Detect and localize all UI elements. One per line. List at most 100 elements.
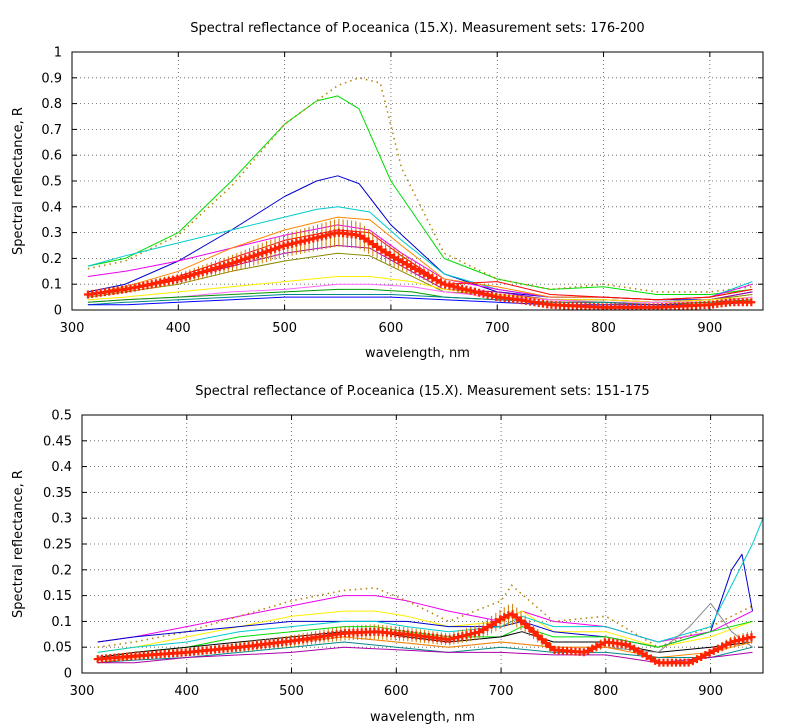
mean-point-marker <box>377 245 386 254</box>
series-line-dotted <box>87 76 753 293</box>
x-tick-label: 300 <box>70 684 95 699</box>
y-tick-label: 0.5 <box>41 175 62 190</box>
mean-point-marker <box>592 642 601 651</box>
mean-point-marker <box>279 241 288 250</box>
data-area <box>93 518 763 667</box>
mean-point-marker <box>275 243 284 252</box>
x-tick-label: 300 <box>60 321 85 336</box>
mean-point-marker <box>207 265 216 274</box>
mean-point-marker <box>718 642 727 651</box>
mean-point-marker <box>271 244 280 253</box>
chart-title: Spectral reflectance of P.oceanica (15.X… <box>190 21 644 36</box>
y-tick-label: 0.3 <box>41 226 62 241</box>
mean-point-marker <box>181 272 190 281</box>
mean-point-marker <box>360 234 369 243</box>
mean-point-marker <box>194 269 203 278</box>
mean-point-marker <box>684 658 693 667</box>
mean-point-marker <box>186 271 195 280</box>
mean-point-marker <box>424 271 433 280</box>
y-tick-label: 0.6 <box>41 149 62 164</box>
mean-point-marker <box>588 644 597 653</box>
mean-point-marker <box>483 623 492 632</box>
x-tick-label: 500 <box>272 321 297 336</box>
x-tick-label: 400 <box>174 684 199 699</box>
mean-point-marker <box>726 638 735 647</box>
mean-point-marker <box>638 649 647 658</box>
mean-point-marker <box>394 255 403 264</box>
mean-point-marker <box>432 276 441 285</box>
mean-point-marker <box>500 613 509 622</box>
y-tick-label: 0.15 <box>43 589 72 604</box>
mean-point-marker <box>521 620 530 629</box>
x-tick-label: 800 <box>593 684 618 699</box>
mean-point-marker <box>237 256 246 265</box>
mean-point-marker <box>402 260 411 269</box>
mean-point-marker <box>579 648 588 657</box>
y-tick-label: 0.2 <box>51 563 72 578</box>
mean-point-marker <box>701 650 710 659</box>
mean-point-marker <box>630 644 639 653</box>
series-line <box>97 646 753 664</box>
mean-point-marker <box>625 642 634 651</box>
series-line <box>87 175 753 301</box>
mean-point-marker <box>266 246 275 255</box>
series-line-dotted <box>97 584 753 649</box>
mean-point-marker <box>436 278 445 287</box>
mean-point-marker <box>709 646 718 655</box>
mean-point-marker <box>428 273 437 282</box>
x-tick-label: 400 <box>166 321 191 336</box>
mean-point-marker <box>642 652 651 661</box>
mean-point-marker <box>232 257 241 266</box>
mean-point-marker <box>692 655 701 664</box>
y-tick-label: 1 <box>54 46 62 61</box>
mean-point-marker <box>646 654 655 663</box>
mean-point-marker <box>542 639 551 648</box>
series-line <box>87 296 753 306</box>
mean-point-marker <box>224 260 233 269</box>
mean-point-marker <box>651 656 660 665</box>
mean-point-marker <box>479 625 488 634</box>
mean-point-marker <box>688 657 697 666</box>
mean-point-marker <box>220 261 229 270</box>
mean-point-marker <box>496 615 505 624</box>
x-tick-label: 500 <box>279 684 304 699</box>
x-tick-label: 800 <box>591 321 616 336</box>
mean-point-marker <box>385 251 394 260</box>
mean-point-marker <box>190 270 199 279</box>
series-line <box>87 283 753 303</box>
series-line <box>87 206 753 301</box>
y-tick-label: 0 <box>54 304 62 319</box>
x-tick-label: 900 <box>697 321 722 336</box>
chart-title: Spectral reflectance of P.oceanica (15.X… <box>195 384 649 399</box>
y-tick-label: 0.8 <box>41 97 62 112</box>
x-axis-label: wavelength, nm <box>365 346 470 361</box>
mean-point-marker <box>584 646 593 655</box>
mean-point-marker <box>475 627 484 636</box>
chart-panel-2: Spectral reflectance of P.oceanica (15.X… <box>11 384 764 725</box>
mean-point-marker <box>722 640 731 649</box>
mean-point-marker <box>697 653 706 662</box>
x-tick-label: 600 <box>384 684 409 699</box>
y-tick-label: 0.1 <box>51 615 72 630</box>
x-tick-label: 700 <box>489 684 514 699</box>
x-tick-label: 600 <box>379 321 404 336</box>
series-line <box>87 95 753 295</box>
x-tick-label: 900 <box>698 684 723 699</box>
data-area <box>83 76 756 310</box>
y-tick-label: 0 <box>64 667 72 682</box>
mean-point-marker <box>249 251 258 260</box>
mean-point-marker <box>381 248 390 257</box>
mean-point-marker <box>198 267 207 276</box>
y-tick-label: 0.4 <box>41 200 62 215</box>
plot-frame <box>71 51 764 311</box>
mean-point-marker <box>634 647 643 656</box>
mean-point-marker <box>415 267 424 276</box>
mean-point-marker <box>254 250 263 259</box>
y-tick-label: 0.45 <box>43 434 72 449</box>
mean-point-marker <box>546 642 555 651</box>
y-tick-label: 0.9 <box>41 71 62 86</box>
mean-point-marker <box>705 648 714 657</box>
mean-point-marker <box>211 264 220 273</box>
mean-point-marker <box>747 298 756 307</box>
